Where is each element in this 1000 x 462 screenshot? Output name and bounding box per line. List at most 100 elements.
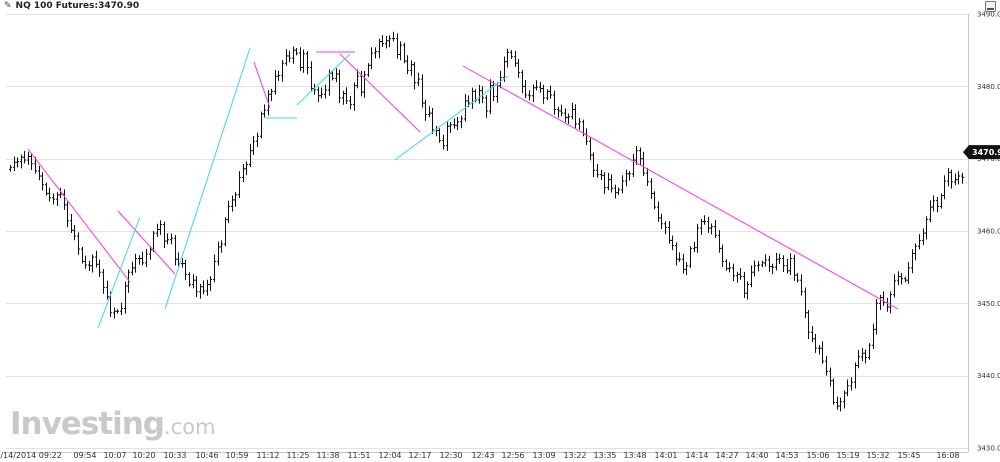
ohlc-bar: [317, 86, 320, 103]
x-tick-label: 15:45: [897, 451, 920, 460]
ohlc-bar: [743, 271, 746, 298]
ohlc-bar: [127, 269, 130, 293]
ohlc-bar: [600, 169, 603, 181]
ohlc-bar: [489, 79, 492, 115]
ohlc-bar: [922, 228, 925, 246]
ohlc-bar: [514, 50, 517, 67]
ohlc-bar: [435, 126, 438, 137]
ohlc-bar: [363, 71, 366, 98]
ohlc-bar: [517, 58, 520, 78]
trendline-pink[interactable]: [27, 148, 131, 283]
ohlc-bar: [904, 276, 907, 283]
ohlc-bar: [195, 275, 198, 298]
ohlc-bar: [209, 276, 212, 291]
ohlc-bar: [957, 171, 960, 185]
ohlc-bar: [102, 269, 105, 294]
trendline-cyan[interactable]: [164, 47, 251, 310]
ohlc-bar: [757, 261, 760, 272]
ohlc-bar: [943, 175, 946, 200]
x-tick-label: 16:08: [936, 451, 959, 460]
ohlc-bar: [166, 233, 169, 245]
ohlc-bar: [553, 90, 556, 115]
ohlc-bar: [59, 187, 62, 199]
ohlc-bar: [145, 248, 148, 268]
ohlc-bar: [245, 161, 248, 176]
ohlc-bar: [829, 367, 832, 387]
ohlc-bar: [839, 397, 842, 412]
ohlc-bar: [95, 250, 98, 268]
x-tick-label: 12:04: [378, 451, 401, 460]
x-tick-label: 14:01: [654, 451, 677, 460]
x-tick-label: 14:40: [745, 451, 768, 460]
ohlc-bar: [539, 81, 542, 93]
ohlc-bar: [217, 241, 220, 266]
last-price-label: 3470.9: [972, 148, 1000, 157]
logo-suffix: .com: [164, 415, 216, 439]
maximize-button[interactable]: [985, 1, 996, 12]
ohlc-bar: [199, 284, 202, 299]
ohlc-bar: [48, 187, 51, 202]
ohlc-bar: [607, 172, 610, 191]
ohlc-bar: [736, 271, 739, 283]
ohlc-bar: [811, 325, 814, 342]
ohlc-bar: [234, 192, 237, 207]
ohlc-bar: [846, 379, 849, 397]
ohlc-bar: [664, 221, 667, 235]
ohlc-bar: [836, 396, 839, 410]
ohlc-bar: [789, 253, 792, 276]
ohlc-bar: [603, 172, 606, 194]
ohlc-bar: [510, 50, 513, 59]
pencil-icon[interactable]: ✎: [4, 1, 12, 11]
x-tick-label: 10:59: [225, 451, 248, 460]
ohlc-bar: [449, 121, 452, 133]
trendline-pink[interactable]: [462, 65, 899, 310]
ohlc-bar: [872, 323, 875, 350]
ohlc-bar: [868, 343, 871, 360]
ohlc-bar: [424, 99, 427, 121]
ohlc-bar: [374, 47, 377, 59]
ohlc-bar: [882, 291, 885, 306]
ohlc-bar: [578, 118, 581, 130]
trendline-pink[interactable]: [253, 61, 271, 109]
trendline-pink[interactable]: [117, 210, 176, 275]
ohlc-bar: [192, 274, 195, 289]
ohlc-bar: [342, 90, 345, 105]
ohlc-bar: [81, 246, 84, 264]
ohlc-bar: [532, 84, 535, 103]
ohlc-bar: [478, 84, 481, 104]
trendline-cyan[interactable]: [296, 53, 351, 106]
ohlc-bar: [614, 184, 617, 199]
ohlc-bar: [120, 302, 123, 316]
trendline-pink[interactable]: [339, 53, 421, 133]
ohlc-bar: [940, 193, 943, 209]
last-price-flag: 3470.9: [963, 145, 1000, 160]
ohlc-bar: [632, 153, 635, 178]
x-tick-label: 12:56: [501, 451, 524, 460]
ohlc-bar: [124, 281, 127, 314]
ohlc-bar: [771, 263, 774, 274]
ohlc-bar: [206, 279, 209, 296]
investing-logo: Investing.com: [10, 406, 216, 442]
ohlc-bar: [918, 234, 921, 250]
ohlc-bar: [710, 223, 713, 235]
ohlc-bar: [750, 265, 753, 288]
ohlc-bar: [453, 118, 456, 129]
ohlc-bar: [23, 150, 26, 164]
ohlc-bar: [907, 262, 910, 284]
ohlc-bar: [45, 182, 48, 196]
trendline-cyan[interactable]: [97, 216, 141, 329]
ohlc-bar: [417, 72, 420, 86]
x-tick-label: 10:46: [195, 451, 218, 460]
ohlc-bar: [88, 260, 91, 271]
x-tick-label: 12:17: [408, 451, 431, 460]
ohlc-bar: [850, 377, 853, 391]
trendlines[interactable]: [27, 47, 899, 329]
last-price-bg: [963, 145, 1000, 160]
trendline-cyan[interactable]: [394, 75, 509, 161]
ohlc-bar: [38, 165, 41, 181]
ohlc-bar: [388, 35, 391, 48]
x-tick-label: 13:48: [623, 451, 646, 460]
ohlc-bar: [353, 82, 356, 111]
ohlc-bar: [721, 244, 724, 268]
